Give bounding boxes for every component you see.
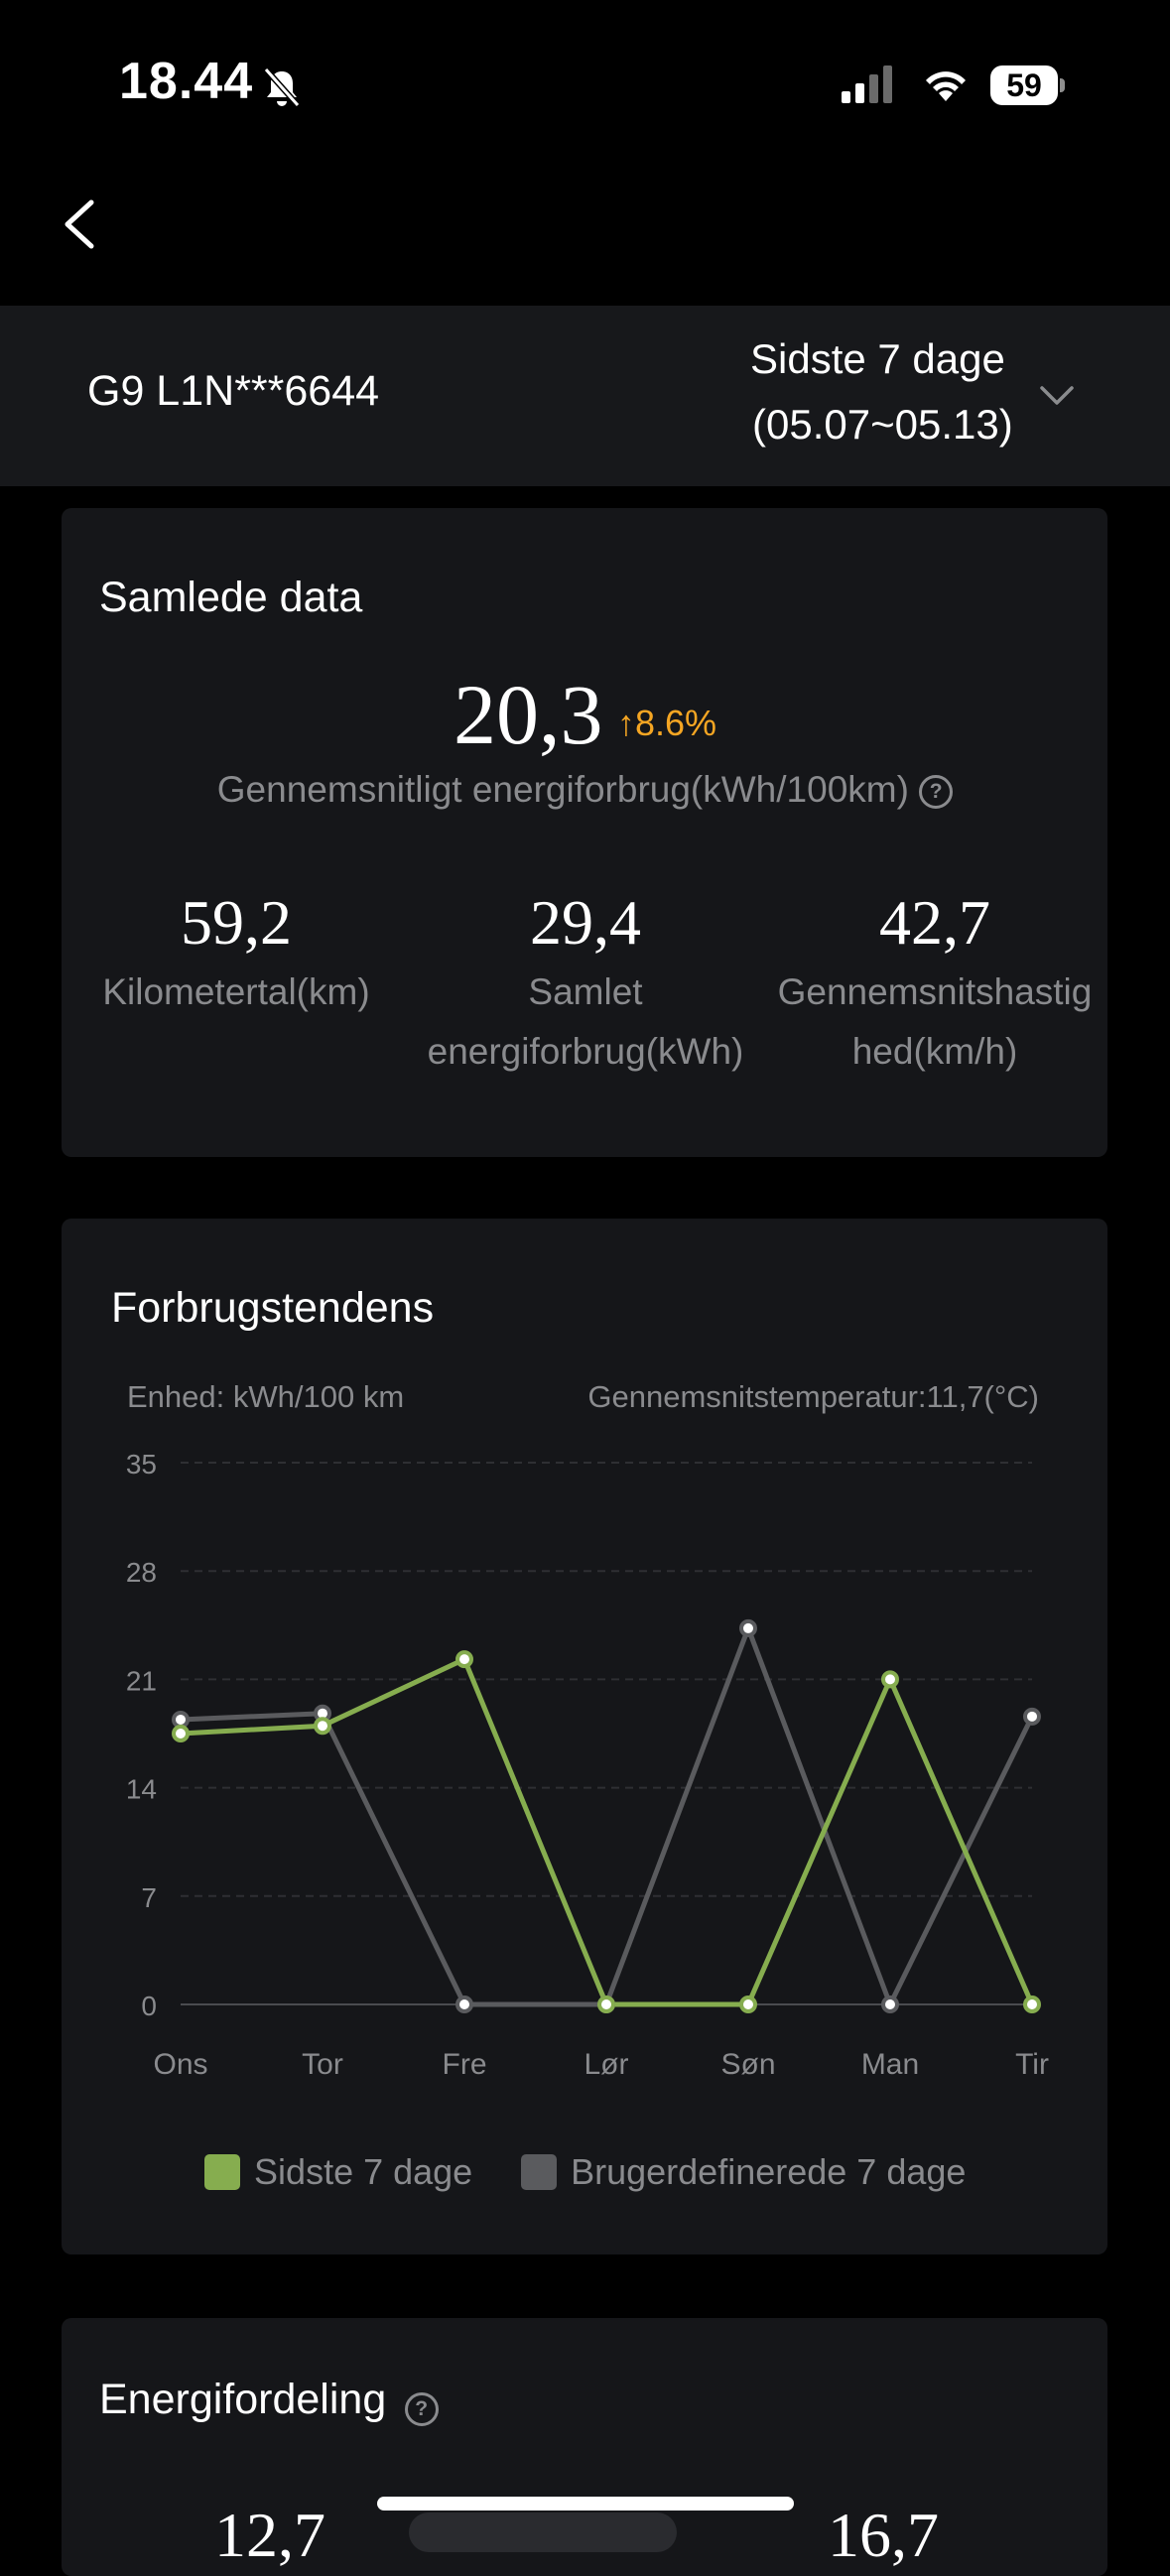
stat-label: energiforbrug(kWh) — [427, 1031, 744, 1072]
avg-consumption-label-row: Gennemsnitligt energiforbrug(kWh/100km) … — [0, 760, 1170, 820]
data-point-series-2 — [881, 1996, 899, 2013]
series-line-1 — [180, 1656, 1035, 2007]
legend-swatch-series-2 — [520, 2154, 557, 2190]
help-icon[interactable]: ? — [919, 775, 954, 810]
chevron-left-icon[interactable] — [58, 196, 101, 252]
y-tick-label: 0 — [141, 1991, 157, 2021]
data-point-series-2 — [1023, 1707, 1041, 1726]
data-point-series-2 — [455, 1996, 473, 2013]
bell-muted-icon — [263, 67, 301, 107]
avg-consumption-label: Gennemsnitligt energiforbrug(kWh/100km) — [216, 769, 909, 810]
x-tick-label: Tor — [302, 2048, 343, 2081]
chart-unit: Enhed: kWh/100 km — [127, 1379, 405, 1414]
x-tick-label: Man — [861, 2048, 919, 2081]
change-percent: 8.6% — [634, 703, 716, 743]
stat-label: Gennemsnitshastig — [777, 971, 1093, 1012]
energy-right-value: 16,7 — [828, 2500, 939, 2570]
stat-label: Samlet — [528, 971, 643, 1012]
data-point-series-1 — [881, 1670, 899, 1689]
series-line-2 — [180, 1625, 1035, 2007]
date-range-dates[interactable]: (05.07~05.13) — [752, 401, 1013, 448]
y-tick-label: 35 — [126, 1449, 157, 1480]
stat-total-energy: 29,4 Samlet energiforbrug(kWh) — [411, 883, 760, 1082]
trend-title: Forbrugstendens — [111, 1284, 435, 1332]
stat-value: 42,7 — [879, 887, 990, 958]
legend-label-series-2: Brugerdefinerede 7 dage — [571, 2151, 967, 2192]
chart-legend: Sidste 7 dage Brugerdefinerede 7 dage — [0, 2151, 1170, 2193]
data-point-series-2 — [172, 1710, 190, 1729]
help-icon[interactable]: ? — [404, 2391, 439, 2426]
stat-distance: 59,2 Kilometertal(km) — [62, 883, 411, 1022]
data-point-series-1 — [739, 1996, 757, 2013]
date-range-label[interactable]: Sidste 7 dage — [750, 335, 1005, 382]
battery-icon: 59 — [990, 65, 1066, 105]
summary-title: Samlede data — [99, 574, 363, 621]
vehicle-id: G9 L1N***6644 — [87, 367, 380, 415]
stat-value: 59,2 — [181, 887, 292, 958]
summary-card — [62, 508, 1107, 1157]
energy-title: Energifordeling — [99, 2376, 387, 2423]
avg-consumption-value: 20,3 — [453, 667, 603, 762]
home-indicator[interactable] — [377, 2497, 794, 2511]
energy-mode-chip[interactable] — [409, 2512, 677, 2552]
signal-icon — [842, 65, 892, 103]
avg-consumption-row: 20,3 ↑8.6% — [0, 665, 1170, 764]
stat-value: 29,4 — [530, 887, 641, 958]
data-point-series-1 — [597, 1996, 615, 2013]
data-point-series-1 — [1023, 1996, 1041, 2013]
x-tick-label: Fre — [443, 2048, 487, 2081]
x-tick-label: Tir — [1015, 2048, 1049, 2081]
data-point-series-1 — [314, 1717, 331, 1736]
data-point-series-1 — [172, 1725, 190, 1742]
x-tick-label: Ons — [153, 2048, 207, 2081]
energy-left-value: 12,7 — [214, 2500, 325, 2570]
legend-swatch-series-1 — [203, 2154, 240, 2190]
trend-card — [62, 1219, 1107, 2254]
change-up-icon: ↑ — [616, 703, 635, 743]
energy-title-row: Energifordeling ? — [99, 2376, 439, 2426]
battery-level: 59 — [990, 65, 1058, 105]
status-time: 18.44 — [119, 53, 254, 110]
wifi-icon — [926, 71, 966, 101]
x-tick-label: Lør — [585, 2048, 629, 2081]
data-point-series-1 — [455, 1650, 473, 1669]
stat-label: hed(km/h) — [851, 1031, 1018, 1072]
chevron-down-icon[interactable] — [1038, 383, 1076, 409]
chart-avg-temp: Gennemsnitstemperatur:11,7(°C) — [587, 1379, 1039, 1414]
y-tick-label: 14 — [126, 1774, 157, 1805]
legend-label-series-1: Sidste 7 dage — [254, 2151, 473, 2192]
vehicle-header — [0, 306, 1170, 486]
y-tick-label: 21 — [126, 1665, 157, 1696]
y-tick-label: 7 — [141, 1882, 157, 1913]
stat-avg-speed: 42,7 Gennemsnitshastig hed(km/h) — [760, 883, 1109, 1082]
stat-label: Kilometertal(km) — [102, 971, 370, 1012]
data-point-series-2 — [739, 1618, 757, 1637]
y-tick-label: 28 — [126, 1557, 157, 1588]
x-tick-label: Søn — [720, 2048, 775, 2081]
